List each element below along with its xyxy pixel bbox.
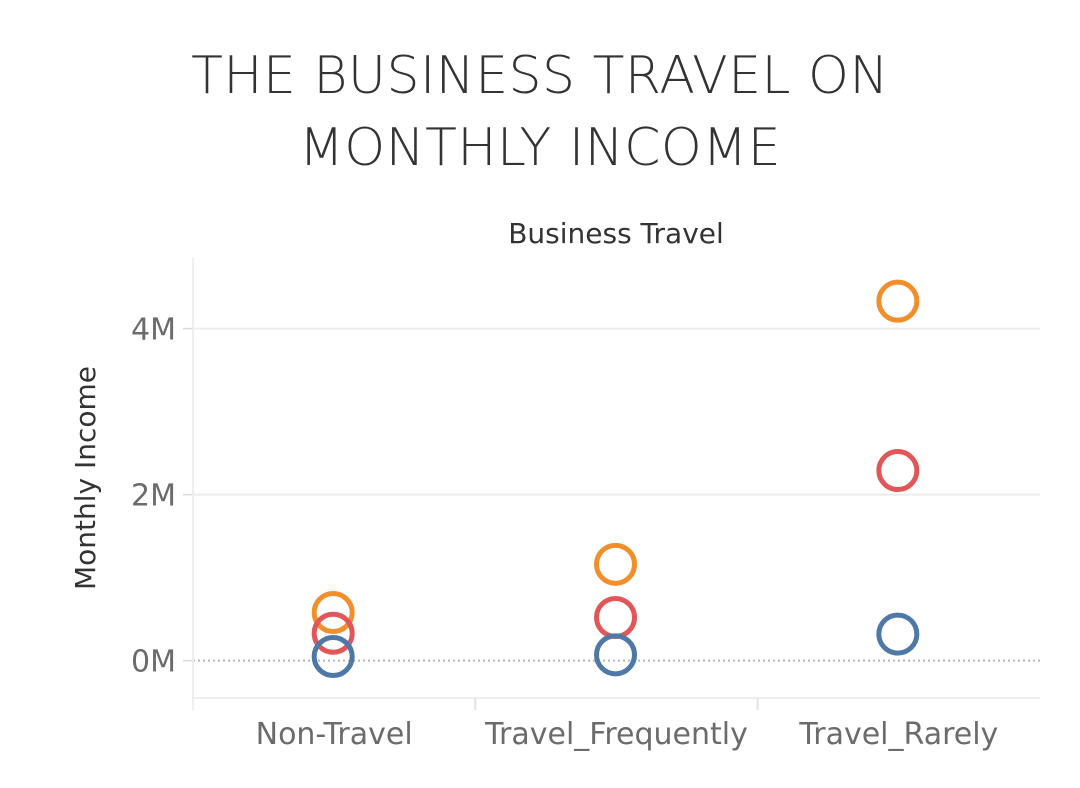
data-point[interactable]: [876, 612, 920, 656]
x-category-labels: Non-Travel Travel_Frequently Travel_Rarely: [256, 717, 999, 752]
y-tick-labels: 0M 2M 4M: [131, 313, 176, 680]
gridlines: [193, 327, 1040, 662]
data-point[interactable]: [311, 611, 355, 655]
x-category-label: Travel_Rarely: [798, 717, 998, 752]
data-point[interactable]: [594, 633, 637, 677]
data-point[interactable]: [311, 590, 355, 634]
y-tick-label: 2M: [131, 479, 176, 514]
x-category-label: Non-Travel: [256, 717, 413, 752]
column-header: Business Travel: [508, 217, 724, 250]
y-tick-label: 0M: [131, 645, 176, 680]
data-point[interactable]: [594, 542, 637, 586]
data-points: [311, 279, 920, 678]
data-point[interactable]: [594, 595, 637, 639]
axes: [183, 258, 1040, 710]
data-point[interactable]: [876, 449, 920, 493]
x-category-label: Travel_Frequently: [484, 717, 748, 752]
data-point[interactable]: [311, 634, 355, 678]
data-point[interactable]: [876, 279, 920, 323]
y-axis-title: Monthly Income: [69, 366, 102, 590]
chart-title: THE BUSINESS TRAVEL ON MONTHLY INCOME: [191, 46, 889, 178]
y-tick-label: 4M: [131, 313, 176, 348]
